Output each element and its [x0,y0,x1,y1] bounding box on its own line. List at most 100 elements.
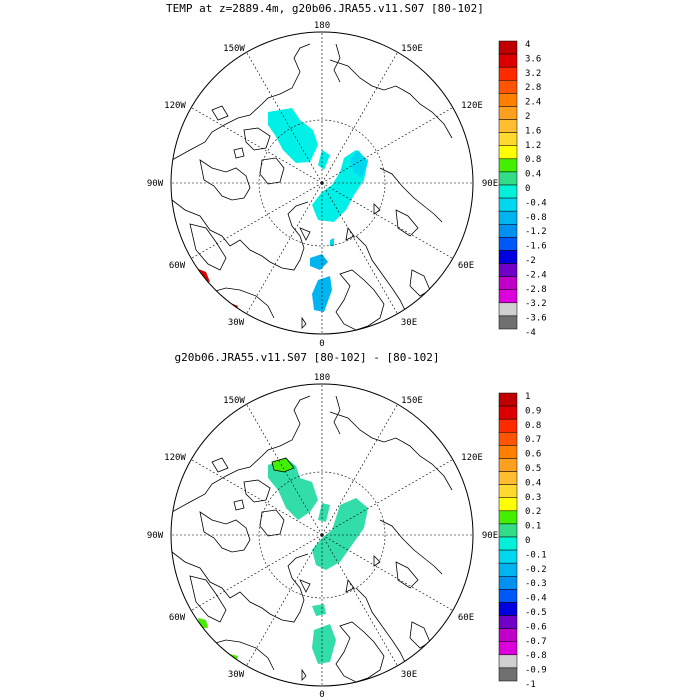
lon-label: 150E [401,44,423,54]
colorbar-label: -0.8 [525,213,547,223]
lon-label: 30W [228,670,245,680]
colorbar-swatch [498,158,518,173]
colorbar-label: -2.4 [525,270,547,280]
colorbar-label: -1 [525,680,536,690]
colorbar-label: -4 [525,328,536,338]
lon-label: 60W [169,261,186,271]
panel-1-colorbar: 4 3.6 3.2 2.8 2.4 2 1.6 1.2 0.8 0.4 0 -0.4 -0.8 -1.2 -… [498,40,547,338]
colorbar-label: -0.8 [525,651,547,661]
colorbar-swatch [498,276,518,290]
lon-label: 60E [458,613,474,623]
lon-label: 90W [147,179,164,189]
colorbar-swatch [498,484,518,498]
colorbar-swatch [498,392,518,407]
colorbar-label: -1.6 [525,242,547,252]
colorbar-label: 1 [525,392,530,402]
colorbar-label: -0.3 [525,579,547,589]
colorbar-label: 0.5 [525,464,541,474]
colorbar-swatch [498,66,518,81]
lon-label: 120E [461,101,483,111]
colorbar-label: 2 [525,112,530,122]
anomaly-region [312,624,336,664]
colorbar-label: -0.5 [525,608,547,618]
colorbar-label: -1.2 [525,227,547,237]
colorbar-label: 1.2 [525,141,541,151]
colorbar-swatch [498,497,518,512]
map-boundary [170,31,474,335]
panel-1-map: 180 0 90W 90E 150W 150E 120W 120E 60W 60… [147,21,498,349]
colorbar-label: 2.8 [525,83,541,93]
map-boundary [170,383,474,687]
colorbar-swatch [498,210,518,225]
colorbar-swatch [498,405,518,420]
lon-label: 90E [482,179,498,189]
colorbar-swatch [498,536,518,551]
colorbar-label: 2.4 [525,98,541,108]
lon-label: 60E [458,261,474,271]
colorbar-swatch [498,589,518,603]
anomaly-region [330,238,334,246]
panel-1-title: TEMP at z=2889.4m, g20b06.JRA55.v11.S07 … [166,2,484,15]
colorbar-swatch [498,250,518,264]
colorbar-label: 1.6 [525,126,541,136]
colorbar-label: 3.2 [525,69,541,79]
lon-label: 0 [319,339,324,349]
lon-label: 60W [169,613,186,623]
lon-label: 90E [482,531,498,541]
colorbar-swatch [498,302,518,317]
colorbar-label: 4 [525,40,530,50]
anomaly-region [268,458,318,520]
lon-label: 30E [401,670,417,680]
colorbar-swatch [498,40,518,55]
anomaly-region [318,503,330,522]
colorbar-label: -3.6 [525,314,547,324]
anomaly-region [310,254,328,270]
colorbar-swatch [498,458,518,472]
colorbar-swatch [498,418,518,433]
lon-label: 120E [461,453,483,463]
panel-1: TEMP at z=2889.4m, g20b06.JRA55.v11.S07 … [147,2,547,349]
colorbar-swatch [498,562,518,577]
colorbar-swatch [498,289,518,304]
anomaly-region [268,108,318,163]
colorbar-swatch [498,315,518,330]
coastlines [171,43,453,331]
panel-2-colorbar: 1 0.9 0.8 0.7 0.6 0.5 0.4 0.3 0.2 0.1 0 -0.1 -0.2 -0.… [498,392,547,690]
anomaly-region [312,276,332,312]
colorbar-label: 0.8 [525,421,541,431]
panel-2-title: g20b06.JRA55.v11.S07 [80-102] - [80-102] [175,351,440,364]
colorbar-label: 0.6 [525,450,541,460]
lon-label: 150E [401,396,423,406]
colorbar-swatch [498,576,518,590]
lon-label: 180 [314,373,330,383]
colorbar-label: -0.9 [525,666,547,676]
colorbar-swatch [498,654,518,669]
colorbar-swatch [498,171,518,186]
colorbar-label: -2.8 [525,285,547,295]
colorbar-label: -0.6 [525,622,547,632]
graticule [171,384,473,686]
colorbar-swatch [498,224,518,238]
graticule [171,32,473,334]
colorbar-label: -0.4 [525,198,547,208]
colorbar-label: 0.8 [525,155,541,165]
colorbar-label: 0.2 [525,507,541,517]
panel-2-map: 180 0 90W 90E 150W 150E 120W 120E 60W 60… [147,373,498,700]
lon-label: 120W [164,453,186,463]
colorbar-label: -0.7 [525,637,547,647]
colorbar-label: -3.2 [525,299,547,309]
colorbar-label: -2 [525,256,536,266]
lon-label: 90W [147,531,164,541]
lon-label: 120W [164,101,186,111]
anomaly-region [312,604,326,616]
colorbar-swatch [498,510,518,525]
colorbar-swatch [498,602,518,616]
colorbar-swatch [498,615,518,629]
colorbar-swatch [498,132,518,146]
colorbar-label: 0.3 [525,493,541,503]
colorbar-swatch [498,106,518,120]
lon-label: 150W [223,44,245,54]
colorbar-swatch [498,119,518,133]
colorbar-swatch [498,432,518,446]
